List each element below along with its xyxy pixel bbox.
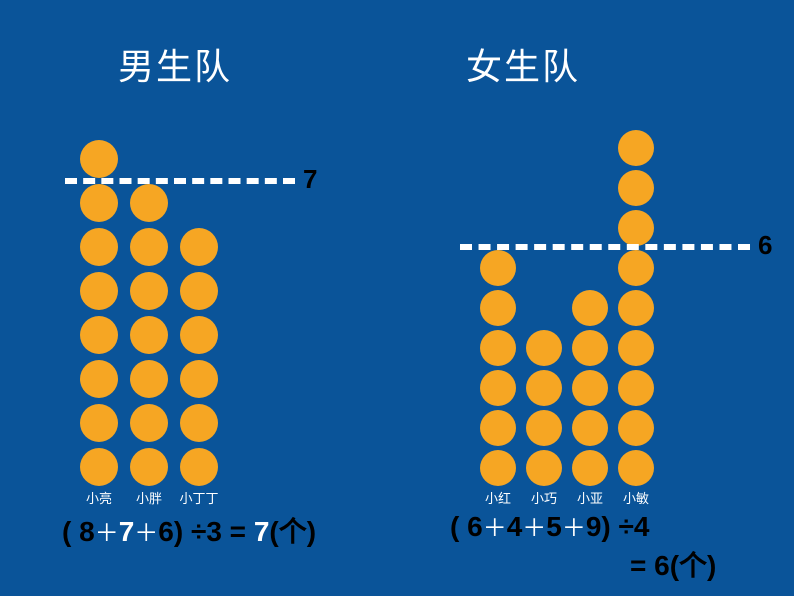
column-name: 小胖: [122, 488, 176, 507]
data-dot: [618, 330, 654, 366]
data-dot: [180, 272, 218, 310]
eq-equals: =: [222, 516, 254, 547]
eq-plus: ＋: [95, 520, 119, 547]
data-dot: [80, 228, 118, 266]
data-dot: [480, 410, 516, 446]
eq-plus: ＋: [522, 515, 546, 542]
data-dot: [480, 450, 516, 486]
eq-n2: 7: [119, 516, 135, 547]
data-dot: [80, 140, 118, 178]
column-name: 小亮: [72, 488, 126, 507]
data-dot: [480, 370, 516, 406]
data-dot: [130, 316, 168, 354]
data-dot: [80, 184, 118, 222]
data-dot: [130, 404, 168, 442]
data-dot: [618, 450, 654, 486]
data-dot: [618, 290, 654, 326]
eq-plus: ＋: [483, 515, 507, 542]
eq-plus: ＋: [134, 520, 158, 547]
column-name: 小巧: [518, 488, 570, 507]
data-dot: [618, 410, 654, 446]
data-dot: [80, 448, 118, 486]
data-dot: [572, 330, 608, 366]
eq-open: (: [62, 516, 79, 547]
data-dot: [618, 170, 654, 206]
data-dot: [526, 330, 562, 366]
data-dot: [180, 404, 218, 442]
boys-divider-value: 7: [303, 164, 317, 195]
eq-n3: 5: [546, 511, 562, 542]
data-dot: [572, 450, 608, 486]
data-dot: [526, 370, 562, 406]
data-dot: [618, 210, 654, 246]
girls-equation-result: = 6(个): [630, 544, 716, 584]
data-dot: [130, 184, 168, 222]
data-dot: [572, 290, 608, 326]
data-dot: [130, 272, 168, 310]
data-dot: [80, 316, 118, 354]
girls-team-title: 女生队: [466, 38, 580, 90]
eq-n1: 8: [79, 516, 95, 547]
data-dot: [618, 250, 654, 286]
data-dot: [130, 228, 168, 266]
girls-divider-line: [460, 244, 750, 250]
data-dot: [480, 290, 516, 326]
data-dot: [526, 410, 562, 446]
data-dot: [180, 316, 218, 354]
girls-equation: ( 6＋4＋5＋9) ÷4: [450, 508, 649, 543]
data-dot: [526, 450, 562, 486]
boys-divider-line: [65, 178, 295, 184]
data-dot: [572, 410, 608, 446]
eq-n1: 6: [467, 511, 483, 542]
column-name: 小丁丁: [172, 488, 226, 507]
data-dot: [130, 360, 168, 398]
eq-n3: 6: [158, 516, 174, 547]
eq-unit: (个): [269, 516, 316, 547]
girls-divider-value: 6: [758, 230, 772, 261]
boys-team-title: 男生队: [118, 38, 232, 90]
data-dot: [618, 130, 654, 166]
data-dot: [180, 228, 218, 266]
eq-open: (: [450, 511, 467, 542]
data-dot: [480, 250, 516, 286]
eq-close: ) ÷4: [601, 511, 649, 542]
data-dot: [80, 404, 118, 442]
eq-close: ) ÷3: [174, 516, 222, 547]
data-dot: [180, 360, 218, 398]
data-dot: [572, 370, 608, 406]
data-dot: [80, 272, 118, 310]
data-dot: [180, 448, 218, 486]
data-dot: [618, 370, 654, 406]
column-name: 小敏: [610, 488, 662, 507]
boys-equation: ( 8＋7＋6) ÷3 = 7(个): [62, 510, 316, 550]
eq-n2: 4: [507, 511, 523, 542]
column-name: 小红: [472, 488, 524, 507]
data-dot: [130, 448, 168, 486]
eq-result: 7: [254, 516, 270, 547]
eq-n4: 9: [586, 511, 602, 542]
column-name: 小亚: [564, 488, 616, 507]
data-dot: [480, 330, 516, 366]
data-dot: [80, 360, 118, 398]
eq-plus: ＋: [562, 515, 586, 542]
